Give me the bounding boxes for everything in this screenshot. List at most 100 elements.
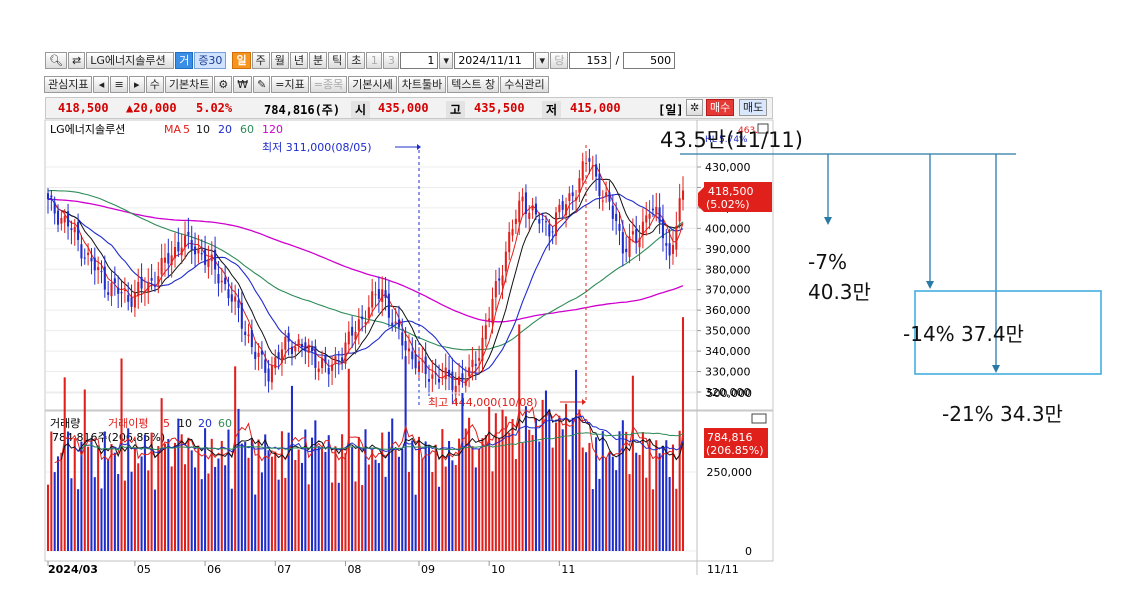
candle bbox=[113, 266, 116, 296]
vol-ma5-legend: 5 bbox=[163, 417, 170, 430]
volume-bar bbox=[177, 418, 180, 551]
candle bbox=[270, 356, 273, 390]
candle bbox=[260, 341, 263, 369]
arrow-right-icon[interactable]: ▸ bbox=[128, 75, 145, 93]
date-tick-label: 08 bbox=[347, 563, 361, 576]
volume-bar bbox=[518, 324, 521, 551]
candle bbox=[381, 276, 384, 317]
volume-bar bbox=[488, 406, 491, 551]
su-button[interactable]: 수 bbox=[145, 75, 164, 93]
volume-bar bbox=[561, 429, 564, 551]
volume-bar bbox=[511, 419, 514, 551]
candle bbox=[123, 277, 126, 303]
candle bbox=[374, 281, 377, 308]
period-minute[interactable]: 분 bbox=[308, 51, 328, 69]
date-input[interactable]: 2024/11/11 bbox=[454, 51, 535, 69]
count-separator: / bbox=[615, 53, 620, 67]
volume-bar bbox=[90, 438, 93, 551]
indicator-button[interactable]: =지표 bbox=[271, 75, 309, 93]
candle bbox=[321, 350, 324, 374]
period-week[interactable]: 주 bbox=[251, 51, 270, 69]
volume-bar bbox=[331, 482, 334, 551]
chart-toolbar-button[interactable]: 차트툴바 bbox=[397, 75, 447, 93]
buy-button[interactable]: 매수 bbox=[706, 99, 735, 116]
tag-jeung[interactable]: 증30 bbox=[194, 51, 227, 69]
text-window-button[interactable]: 텍스트 창 bbox=[447, 75, 500, 93]
candle bbox=[564, 197, 568, 228]
tag-geo[interactable]: 거 bbox=[175, 51, 194, 69]
candle bbox=[187, 217, 190, 249]
candle bbox=[224, 265, 227, 291]
period-month[interactable]: 월 bbox=[270, 51, 289, 69]
chevron-down-icon[interactable]: ▾ bbox=[439, 51, 454, 69]
candle bbox=[511, 219, 514, 242]
volume-bar bbox=[120, 358, 123, 551]
search-icon[interactable]: 🔍︎ bbox=[45, 51, 67, 69]
basic-chart-button[interactable]: 기본차트 bbox=[164, 75, 214, 93]
price-tick-label: 360,000 bbox=[705, 304, 751, 317]
candle bbox=[46, 188, 50, 214]
period-day[interactable]: 일 bbox=[232, 51, 251, 69]
sell-button[interactable]: 매도 bbox=[739, 99, 768, 116]
volume-bar bbox=[324, 451, 327, 551]
candle bbox=[478, 345, 481, 375]
volume-tick-label: 250,000 bbox=[707, 466, 753, 479]
count-input[interactable]: 153 bbox=[569, 51, 612, 69]
volume-bar bbox=[454, 465, 457, 551]
maximize-icon[interactable] bbox=[757, 123, 769, 134]
volume-bar bbox=[564, 403, 568, 551]
date-tick-label: 07 bbox=[277, 563, 291, 576]
volume-bar bbox=[591, 489, 594, 551]
volume-bar bbox=[147, 470, 150, 551]
current-price-tag-pct: (5.02%) bbox=[706, 198, 750, 211]
period-tick[interactable]: 틱 bbox=[328, 51, 347, 69]
volume-bar bbox=[344, 452, 347, 551]
wrench-icon[interactable]: ✎ bbox=[253, 75, 271, 93]
volume-bar bbox=[67, 431, 70, 551]
preset-3[interactable]: 3 bbox=[383, 51, 400, 69]
tool-icon[interactable]: ⚙ bbox=[214, 75, 233, 93]
volume-bar bbox=[150, 432, 153, 551]
annot-pct14: -14% 37.4만 bbox=[903, 322, 1024, 346]
date-dropdown-icon[interactable]: ▾ bbox=[535, 51, 550, 69]
swap-icon[interactable]: ⇄ bbox=[67, 51, 86, 69]
price-tick-label: 320,000 bbox=[705, 386, 751, 399]
settings-gear-icon[interactable]: ✲ bbox=[686, 99, 704, 116]
volume-bar bbox=[257, 439, 260, 551]
candle bbox=[204, 235, 207, 273]
period-year[interactable]: 년 bbox=[289, 51, 308, 69]
annot-arrowhead-14 bbox=[926, 281, 934, 289]
volume-bar bbox=[321, 448, 324, 551]
candlesticks bbox=[46, 148, 685, 405]
menu-icon[interactable]: ≡ bbox=[110, 75, 128, 93]
candle bbox=[541, 212, 544, 233]
volume-bar bbox=[458, 438, 461, 551]
high-marker-label: 최고 444,000(10/08) bbox=[428, 396, 538, 409]
volume-panel-restore-icon[interactable] bbox=[751, 413, 767, 424]
stock-name-field[interactable]: LG에너지솔루션 bbox=[86, 51, 175, 69]
open-label: 시 bbox=[351, 101, 371, 118]
basic-quote-button[interactable]: 기본시세 bbox=[348, 75, 397, 93]
candle bbox=[508, 222, 511, 261]
period-second[interactable]: 초 bbox=[347, 51, 366, 69]
preset-1[interactable]: 1 bbox=[366, 51, 383, 69]
total-input[interactable]: 500 bbox=[623, 51, 676, 69]
candle bbox=[384, 277, 387, 311]
candle bbox=[247, 323, 250, 344]
formula-button[interactable]: 수식관리 bbox=[500, 75, 549, 93]
volume-bar bbox=[337, 482, 340, 551]
interval-input[interactable]: 1 bbox=[400, 51, 439, 69]
volume-bar bbox=[461, 393, 464, 551]
indicator-list-button[interactable]: 관심지표 bbox=[44, 75, 93, 93]
arrow-left-icon[interactable]: ◂ bbox=[93, 75, 110, 93]
symbol-button[interactable]: =종목 bbox=[309, 75, 348, 93]
volume-bar bbox=[658, 453, 661, 551]
candle bbox=[324, 346, 327, 373]
volume-bar bbox=[130, 471, 133, 551]
candle bbox=[608, 181, 611, 211]
volume-bar bbox=[254, 494, 257, 551]
volume-bar bbox=[618, 431, 621, 551]
candle bbox=[678, 183, 681, 229]
won-button[interactable]: ₩ bbox=[233, 75, 253, 93]
